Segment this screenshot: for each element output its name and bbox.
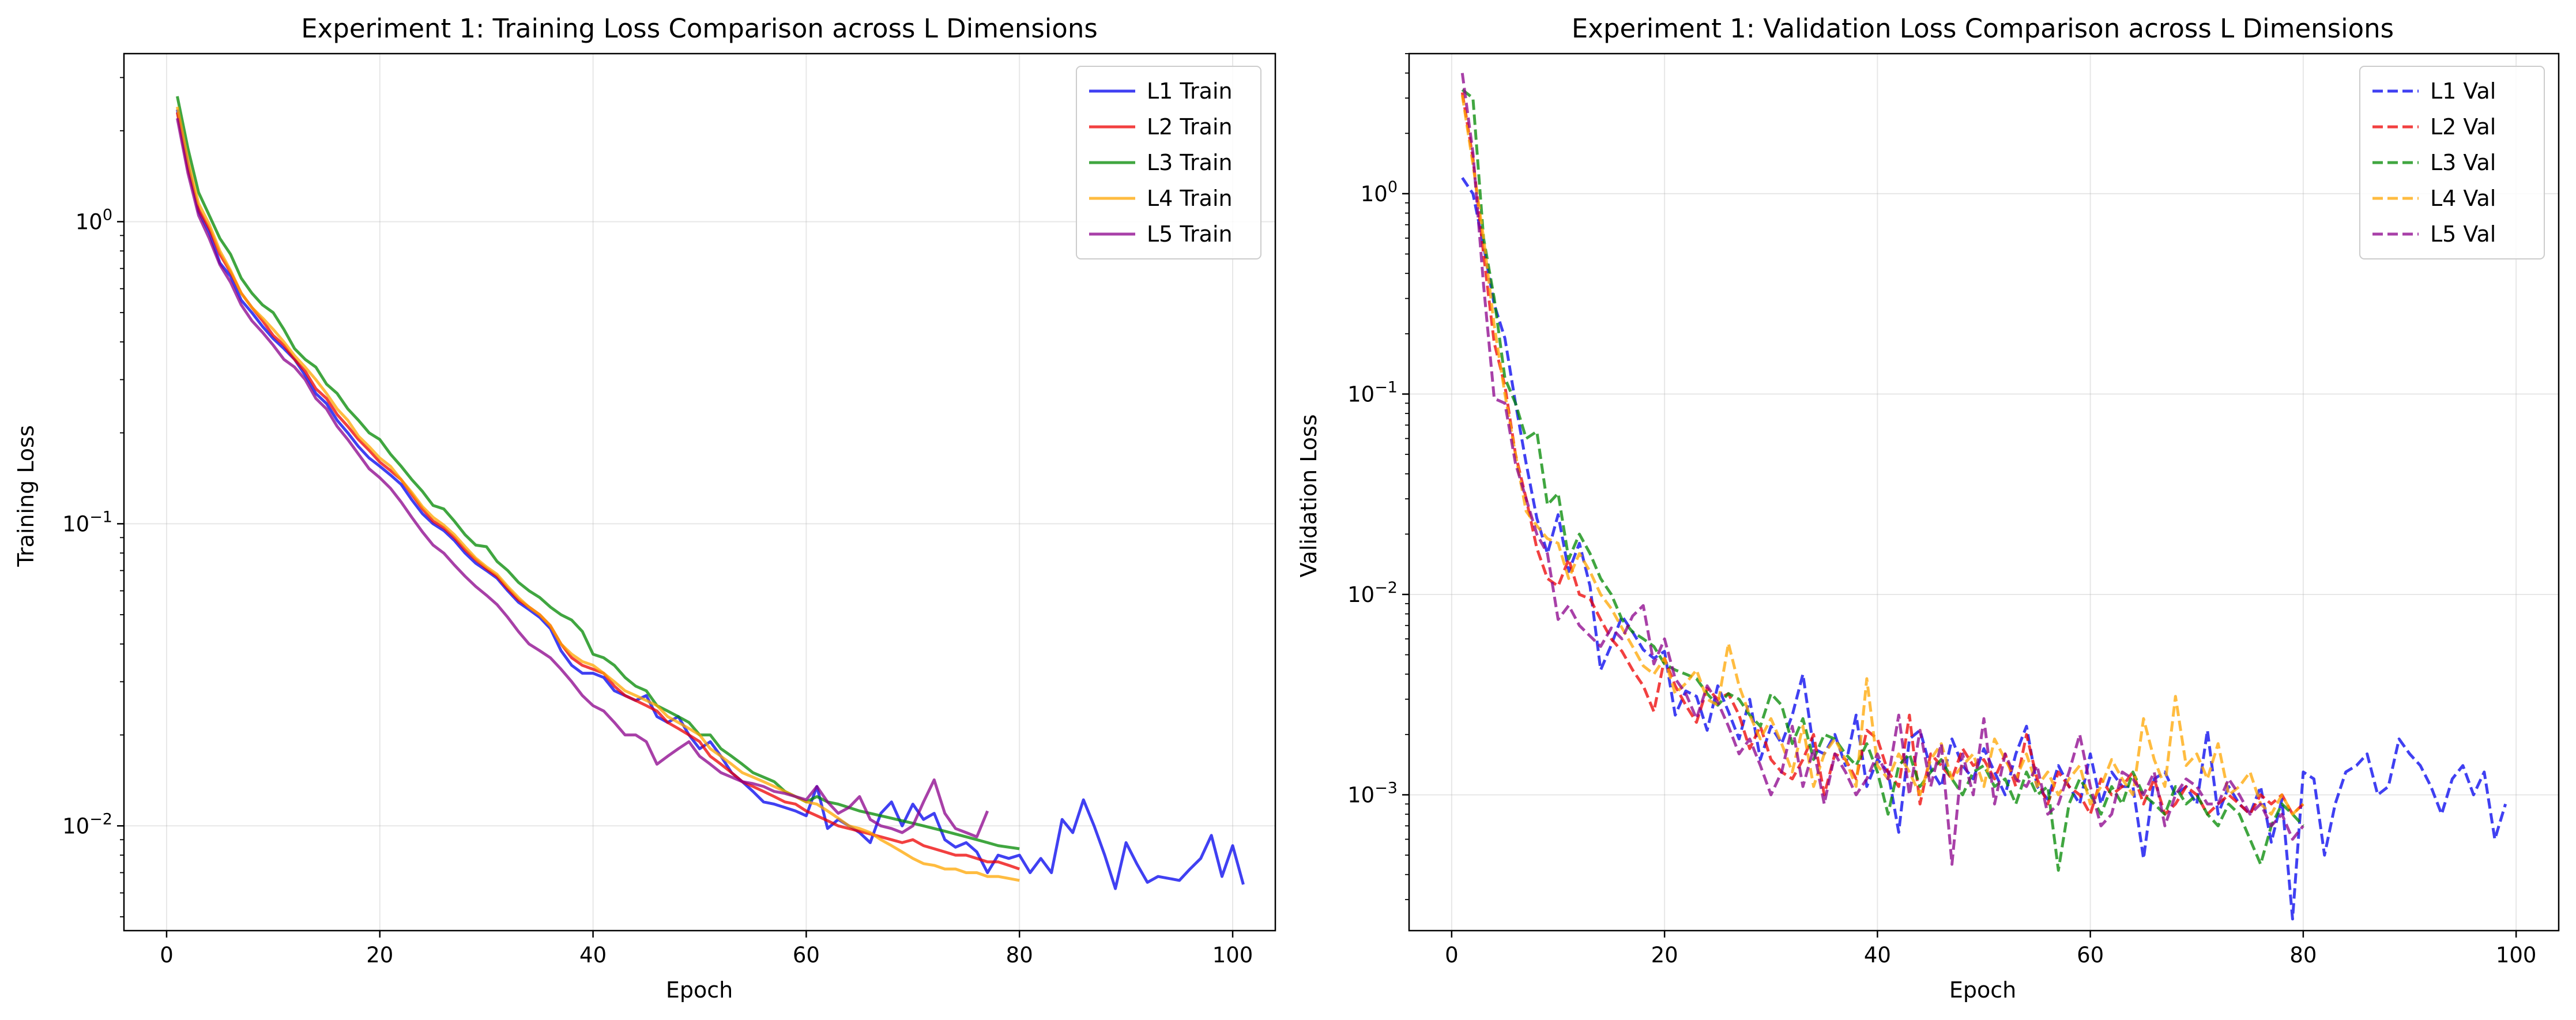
x-tick-label: 0 [1445, 943, 1459, 968]
series-group [1460, 73, 2507, 921]
x-tick-label: 40 [579, 943, 607, 968]
x-axis-label: Epoch [1949, 977, 2016, 1003]
y-ticks: 100 10−1 10−2 [62, 77, 124, 917]
y-tick-label: 10−1 [1347, 378, 1398, 407]
legend-label: L1 Val [2430, 78, 2496, 104]
x-tick-label: 80 [1006, 943, 1033, 968]
y-tick-label: 10−2 [62, 810, 112, 838]
y-axis-label: Validation Loss [1296, 414, 1321, 577]
grid [124, 54, 1275, 931]
x-axis-label: Epoch [666, 977, 733, 1003]
series-line [176, 118, 989, 838]
x-tick-label: 100 [1212, 943, 1253, 968]
x-tick-label: 80 [2289, 943, 2317, 968]
legend-label: L4 Val [2430, 186, 2496, 211]
x-tick-label: 0 [160, 943, 174, 968]
x-ticks: 0 20 40 60 80 100 [160, 931, 1253, 968]
legend: L1 Train L2 Train L3 Train L4 Train L5 Train [1076, 66, 1261, 259]
series-line [1461, 88, 2304, 872]
validation-loss-chart: Experiment 1: Validation Loss Comparison… [1296, 13, 2560, 1003]
legend-label: L5 Train [1147, 221, 1233, 247]
y-axis-label: Training Loss [13, 425, 39, 567]
y-tick-label: 10−1 [62, 508, 112, 536]
x-tick-label: 20 [366, 943, 393, 968]
legend-label: L5 Val [2430, 221, 2496, 247]
legend-box [2359, 66, 2545, 259]
x-ticks: 0 20 40 60 80 100 [1445, 931, 2536, 968]
series-line [1460, 92, 2304, 816]
legend-label: L3 Val [2430, 150, 2496, 175]
series-group [176, 96, 1245, 890]
x-tick-label: 100 [2496, 943, 2537, 968]
legend: L1 Val L2 Val L3 Val L4 Val L5 Val [2359, 66, 2545, 259]
y-tick-label: 100 [76, 206, 112, 234]
legend-label: L3 Train [1147, 150, 1233, 175]
y-tick-label: 100 [1361, 178, 1398, 206]
y-tick-label: 10−2 [1347, 579, 1398, 607]
series-line [1461, 177, 2507, 921]
legend-label: L2 Train [1147, 114, 1233, 140]
chart-title: Experiment 1: Training Loss Comparison a… [301, 13, 1098, 44]
legend-label: L1 Train [1147, 78, 1233, 104]
training-loss-chart: Experiment 1: Training Loss Comparison a… [13, 13, 1276, 1003]
y-ticks: 100 10−1 10−2 10−3 [1347, 53, 1409, 901]
series-line [1460, 73, 2304, 866]
legend-label: L2 Val [2430, 114, 2496, 140]
chart-title: Experiment 1: Validation Loss Comparison… [1572, 13, 2394, 44]
legend-box [1076, 66, 1261, 259]
x-tick-label: 60 [2077, 943, 2104, 968]
series-line [176, 96, 1020, 850]
y-tick-label: 10−3 [1347, 779, 1398, 807]
series-line [176, 112, 1020, 871]
x-tick-label: 40 [1864, 943, 1891, 968]
x-tick-label: 20 [1651, 943, 1678, 968]
series-line [176, 106, 1020, 882]
x-tick-label: 60 [793, 943, 820, 968]
series-line [176, 109, 1245, 890]
axes-frame [123, 52, 1276, 932]
legend-label: L4 Train [1147, 186, 1233, 211]
axes-frame [1408, 52, 2560, 932]
